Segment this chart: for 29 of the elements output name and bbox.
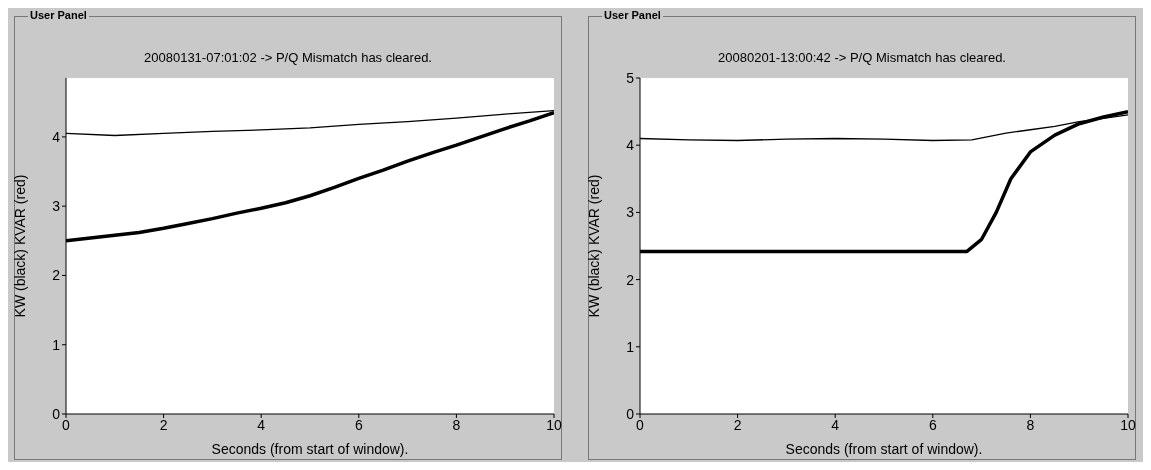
y-tick-label: 0 <box>52 405 61 422</box>
x-tick-label: 10 <box>1120 416 1136 433</box>
x-tick-label: 10 <box>546 416 562 433</box>
x-tick-label: 6 <box>354 416 363 433</box>
y-tick-label: 2 <box>626 271 635 288</box>
y-tick-label: 3 <box>626 204 635 221</box>
x-tick-label: 6 <box>928 416 937 433</box>
y-tick-label: 5 <box>626 69 635 86</box>
y-tick-label: 1 <box>52 336 61 353</box>
y-tick-label: 1 <box>626 338 635 355</box>
chart-title: 20080201-13:00:42 -> P/Q Mismatch has cleared. <box>717 50 1007 65</box>
chart-title: 20080131-07:01:02 -> P/Q Mismatch has cleared. <box>143 50 433 65</box>
x-axis-title: Seconds (from start of window). <box>785 441 983 457</box>
text: User Panel <box>602 9 663 21</box>
x-tick-label: 2 <box>733 416 742 433</box>
x-tick-label: 4 <box>257 416 266 433</box>
y-tick-label: 0 <box>626 405 635 422</box>
y-tick-label: 2 <box>52 267 61 284</box>
y-axis-title: KW (black) KVAR (red) <box>11 174 28 318</box>
x-tick-label: 8 <box>452 416 461 433</box>
text: User Panel <box>28 9 89 21</box>
y-tick-label: 4 <box>52 128 61 145</box>
x-tick-label: 4 <box>831 416 840 433</box>
x-tick-label: 8 <box>1026 416 1035 433</box>
y-tick-label: 3 <box>52 198 61 215</box>
y-tick-label: 4 <box>626 137 635 154</box>
x-tick-label: 2 <box>159 416 168 433</box>
x-axis-title: Seconds (from start of window). <box>211 441 409 457</box>
y-axis-title: KW (black) KVAR (red) <box>585 174 602 318</box>
